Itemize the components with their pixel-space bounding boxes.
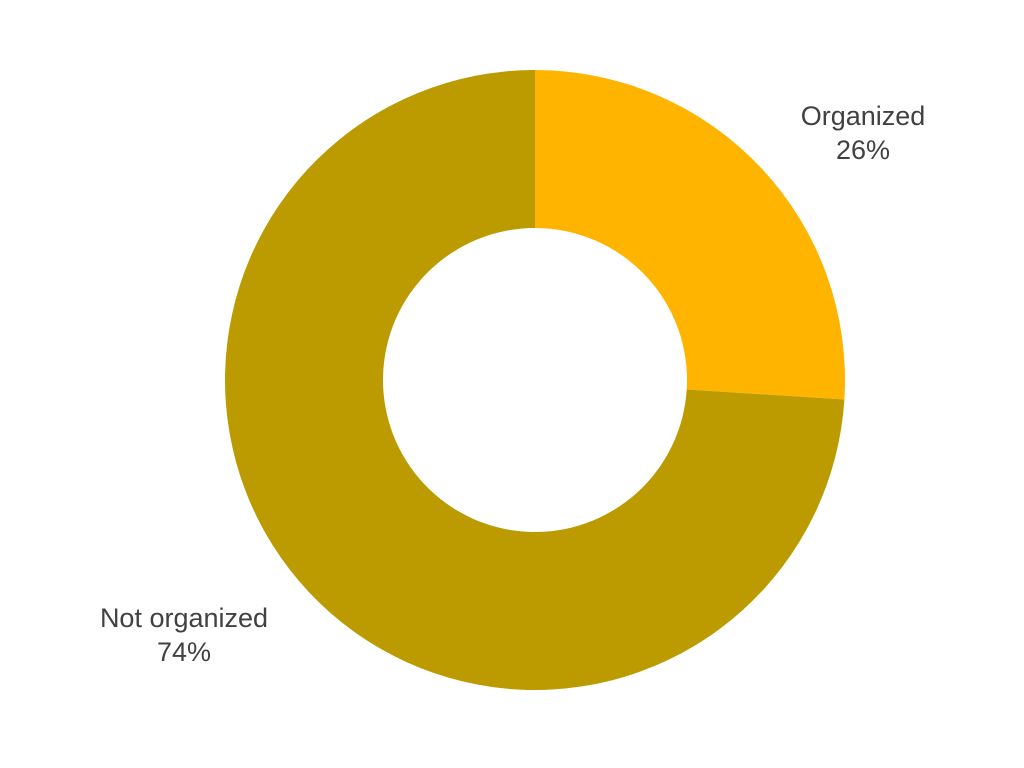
label-organized: Organized 26% [753, 99, 973, 167]
label-not-organized-name: Not organized [99, 603, 269, 633]
label-not-organized: Not organized 74% [74, 601, 294, 669]
donut-slice-organized[interactable] [535, 70, 845, 400]
label-organized-value: 26% [835, 135, 891, 165]
donut-slice-not-organized[interactable] [224, 70, 845, 690]
label-organized-name: Organized [800, 101, 926, 131]
label-not-organized-value: 74% [156, 637, 212, 667]
